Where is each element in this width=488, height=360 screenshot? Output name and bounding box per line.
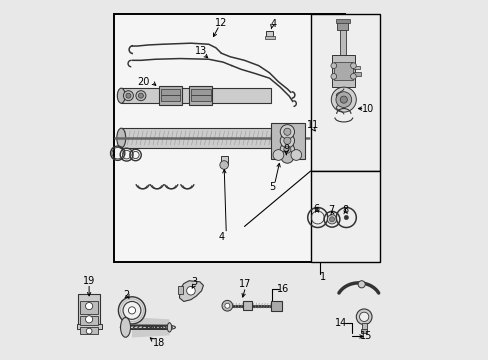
Circle shape bbox=[138, 93, 143, 98]
Bar bbox=[114, 14, 344, 262]
Bar bbox=[271, 123, 305, 158]
Circle shape bbox=[344, 215, 348, 220]
Circle shape bbox=[357, 281, 365, 288]
Circle shape bbox=[118, 297, 145, 324]
Circle shape bbox=[290, 150, 301, 160]
Bar bbox=[178, 287, 183, 294]
Bar bbox=[190, 89, 210, 95]
Ellipse shape bbox=[117, 128, 125, 148]
Circle shape bbox=[123, 91, 133, 101]
Circle shape bbox=[356, 309, 371, 325]
Circle shape bbox=[350, 63, 356, 68]
Text: 18: 18 bbox=[152, 338, 164, 348]
Text: 3: 3 bbox=[191, 277, 197, 287]
Bar bbox=[159, 86, 182, 105]
Circle shape bbox=[136, 91, 145, 101]
Bar bbox=[220, 156, 227, 164]
Bar bbox=[242, 301, 251, 310]
Circle shape bbox=[359, 312, 368, 321]
Circle shape bbox=[329, 217, 334, 222]
Bar bbox=[337, 21, 347, 30]
Text: 6: 6 bbox=[312, 203, 318, 213]
Bar bbox=[335, 18, 349, 23]
Text: 19: 19 bbox=[83, 276, 95, 286]
Bar bbox=[333, 62, 353, 80]
Text: 5: 5 bbox=[269, 182, 275, 192]
Circle shape bbox=[280, 134, 294, 148]
Circle shape bbox=[123, 301, 141, 319]
Bar bbox=[160, 89, 180, 95]
Circle shape bbox=[283, 128, 290, 135]
Circle shape bbox=[86, 328, 92, 334]
Text: 1: 1 bbox=[319, 272, 325, 282]
Text: 7: 7 bbox=[327, 205, 334, 215]
Bar bbox=[189, 86, 212, 105]
Text: 17: 17 bbox=[239, 279, 251, 289]
Circle shape bbox=[85, 316, 93, 323]
Ellipse shape bbox=[117, 88, 125, 103]
Text: 10: 10 bbox=[361, 104, 373, 113]
Circle shape bbox=[283, 137, 290, 144]
Circle shape bbox=[128, 307, 135, 314]
Circle shape bbox=[220, 161, 228, 169]
Bar bbox=[78, 294, 100, 327]
Circle shape bbox=[280, 125, 294, 139]
Bar bbox=[80, 327, 98, 334]
Circle shape bbox=[283, 146, 290, 153]
Bar bbox=[190, 95, 210, 102]
Circle shape bbox=[340, 96, 346, 103]
Bar bbox=[360, 329, 366, 333]
Circle shape bbox=[330, 63, 336, 68]
Circle shape bbox=[281, 150, 293, 163]
Bar bbox=[160, 95, 180, 102]
Bar bbox=[264, 36, 274, 39]
Bar bbox=[331, 55, 354, 87]
Text: 4: 4 bbox=[270, 18, 276, 28]
Text: 13: 13 bbox=[194, 46, 206, 57]
Circle shape bbox=[331, 87, 356, 112]
Text: 20: 20 bbox=[137, 77, 150, 87]
Text: 4: 4 bbox=[218, 232, 224, 242]
Text: 14: 14 bbox=[334, 318, 346, 328]
Text: 12: 12 bbox=[215, 18, 227, 28]
Text: 9: 9 bbox=[283, 144, 289, 154]
Bar bbox=[80, 316, 98, 325]
Circle shape bbox=[125, 93, 131, 98]
Circle shape bbox=[280, 143, 294, 157]
Ellipse shape bbox=[121, 318, 130, 337]
Bar bbox=[271, 301, 282, 311]
Circle shape bbox=[222, 300, 232, 311]
Bar bbox=[310, 171, 380, 262]
Text: 16: 16 bbox=[276, 284, 288, 294]
Bar bbox=[353, 66, 359, 69]
Bar bbox=[77, 324, 102, 329]
Polygon shape bbox=[132, 317, 169, 338]
Circle shape bbox=[335, 92, 351, 108]
Bar bbox=[361, 323, 366, 330]
Circle shape bbox=[85, 302, 93, 310]
Bar bbox=[80, 301, 98, 314]
Bar bbox=[121, 128, 299, 148]
Circle shape bbox=[186, 287, 195, 295]
Bar bbox=[353, 72, 361, 76]
Circle shape bbox=[350, 73, 356, 79]
Bar bbox=[121, 88, 271, 103]
Polygon shape bbox=[179, 281, 203, 301]
Circle shape bbox=[330, 73, 336, 79]
Circle shape bbox=[326, 215, 336, 224]
Circle shape bbox=[224, 303, 229, 308]
Bar bbox=[310, 14, 380, 171]
Text: 8: 8 bbox=[342, 205, 348, 215]
Bar bbox=[265, 31, 272, 37]
Text: 11: 11 bbox=[306, 120, 319, 130]
Text: 15: 15 bbox=[359, 332, 371, 342]
Ellipse shape bbox=[167, 323, 171, 332]
Text: 2: 2 bbox=[122, 290, 129, 300]
Bar bbox=[339, 23, 346, 59]
Circle shape bbox=[272, 150, 283, 160]
